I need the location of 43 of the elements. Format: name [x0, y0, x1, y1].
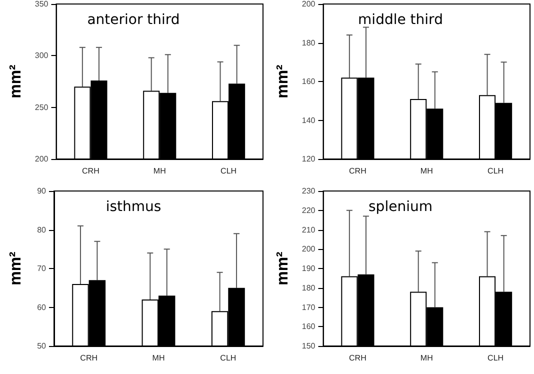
y-axis-title: mm² [274, 252, 292, 286]
y-tick-label: 200 [302, 0, 316, 8]
y-tick-label: 160 [302, 77, 316, 86]
y-tick-label: 190 [302, 264, 316, 273]
text: middle third [358, 12, 443, 28]
y-tick-label: 250 [34, 102, 49, 112]
x-tick-label: CLH [488, 354, 504, 362]
x-tick-label: MH [152, 354, 165, 362]
y-tick-label: 170 [302, 302, 316, 312]
y-tick-label: 120 [302, 154, 316, 164]
y-tick-label: 70 [37, 264, 47, 273]
y-tick-label: 180 [302, 38, 316, 48]
text: isthmus [106, 199, 162, 215]
y-tick-label: 220 [302, 206, 316, 215]
x-tick-label: CRH [349, 354, 367, 362]
x-tick-label: MH [153, 166, 166, 176]
y-tick-label: 210 [302, 225, 316, 234]
y-tick-label: 160 [302, 322, 316, 332]
x-tick-label: CRH [80, 354, 98, 362]
y-tick-label: 150 [302, 342, 316, 350]
y-axis-title: mm² [8, 64, 24, 98]
x-tick-label: MH [420, 354, 434, 362]
text: splenium [368, 199, 432, 215]
x-tick-label: CRH [349, 166, 367, 176]
x-tick-label: CRH [82, 166, 100, 176]
y-tick-label: 50 [37, 342, 47, 350]
y-axis-title: mm² [274, 64, 292, 98]
y-tick-label: 90 [37, 186, 47, 196]
y-tick-label: 200 [302, 244, 316, 254]
x-tick-label: CLH [220, 166, 237, 176]
text: anterior third [87, 12, 180, 28]
y-tick-label: 230 [302, 186, 316, 196]
y-axis-title: mm² [8, 252, 24, 286]
y-tick-label: 60 [37, 302, 47, 312]
y-tick-label: 80 [37, 225, 47, 234]
x-tick-label: CLH [220, 354, 236, 362]
x-tick-label: MH [420, 166, 434, 176]
y-tick-label: 200 [34, 154, 49, 164]
y-tick-label: 350 [34, 0, 49, 8]
x-tick-label: CLH [488, 166, 504, 176]
y-tick-label: 180 [302, 283, 316, 292]
y-tick-label: 140 [302, 116, 316, 125]
y-tick-label: 300 [34, 51, 49, 60]
